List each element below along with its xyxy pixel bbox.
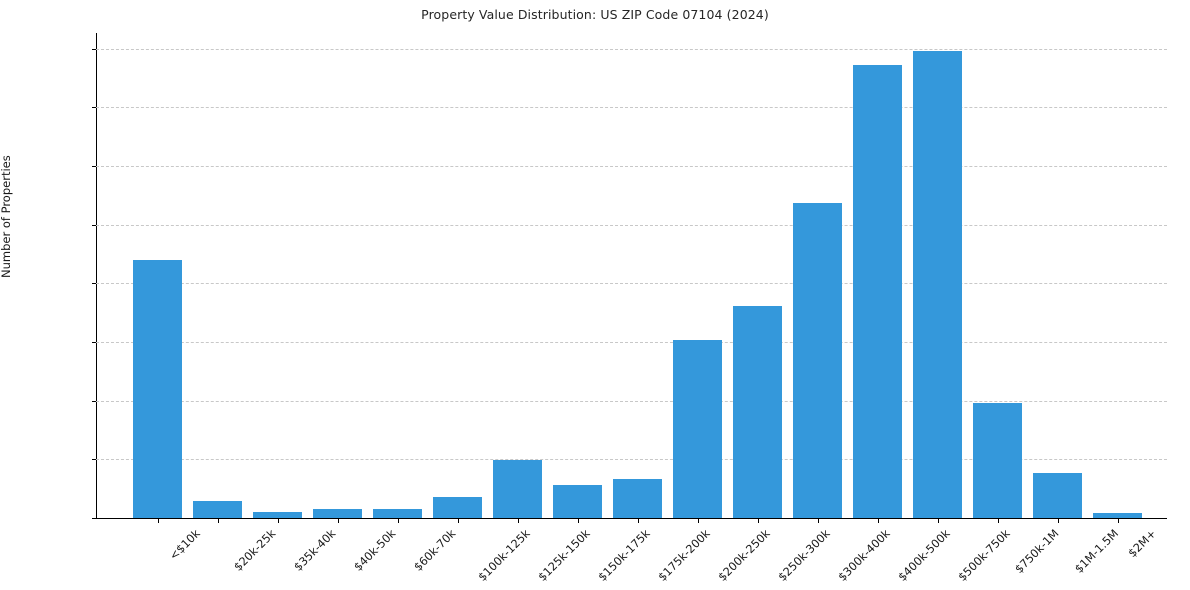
- x-axis-tick-mark: [877, 518, 879, 523]
- bar[interactable]: [553, 484, 603, 518]
- x-axis-tick-label: $400k-500k: [895, 527, 953, 584]
- bar[interactable]: [193, 500, 243, 518]
- x-axis-tick-label: $60k-70k: [411, 527, 459, 574]
- y-axis-tick-mark: [92, 400, 96, 402]
- gridline: [96, 400, 1167, 402]
- x-axis-tick-mark: [397, 518, 399, 523]
- bar[interactable]: [313, 509, 363, 518]
- x-axis-tick-mark: [157, 518, 159, 523]
- y-axis-label: Number of Properties: [0, 155, 13, 278]
- gridline: [96, 48, 1167, 50]
- x-axis-tick-label: $20k-25k: [231, 527, 279, 574]
- bar[interactable]: [433, 496, 483, 518]
- y-axis-tick-mark: [92, 283, 96, 285]
- chart-title: Property Value Distribution: US ZIP Code…: [421, 7, 769, 22]
- gridline: [96, 341, 1167, 343]
- x-axis-tick-label: $35k-40k: [291, 527, 339, 574]
- x-axis-tick-label: $40k-50k: [351, 527, 399, 574]
- x-axis-tick-mark: [277, 518, 279, 523]
- bar[interactable]: [613, 478, 663, 518]
- bar[interactable]: [853, 65, 903, 518]
- x-axis-tick-label: <$10k: [166, 527, 203, 563]
- x-axis-tick-label: $100k-125k: [475, 527, 533, 584]
- x-axis-tick-mark: [997, 518, 999, 523]
- x-axis-tick-label: $150k-175k: [595, 527, 653, 584]
- x-axis-tick-mark: [757, 518, 759, 523]
- x-axis-tick-label: $200k-250k: [715, 527, 773, 584]
- x-axis-tick-mark: [1057, 518, 1059, 523]
- x-axis-tick-mark: [637, 518, 639, 523]
- bar[interactable]: [673, 340, 723, 518]
- bar[interactable]: [133, 259, 183, 518]
- x-axis-tick-mark: [697, 518, 699, 523]
- x-axis-tick-label: $750k-1M: [1012, 527, 1062, 577]
- x-axis-tick-mark: [577, 518, 579, 523]
- x-axis-tick-label: $2M+: [1125, 527, 1159, 560]
- x-axis-tick-mark: [1117, 518, 1119, 523]
- gridline: [96, 107, 1167, 109]
- bar[interactable]: [493, 460, 543, 518]
- bar[interactable]: [253, 511, 303, 518]
- gridline: [96, 224, 1167, 226]
- bar[interactable]: [373, 509, 423, 518]
- x-axis-spine: [96, 518, 1167, 519]
- x-axis-tick-mark: [217, 518, 219, 523]
- x-axis-tick-label: $300k-400k: [835, 527, 893, 584]
- bar[interactable]: [793, 203, 843, 518]
- y-axis-tick-mark: [92, 459, 96, 461]
- x-axis-tick-label: $500k-750k: [955, 527, 1013, 584]
- gridline: [96, 165, 1167, 167]
- plot-area: [96, 33, 1167, 518]
- bar[interactable]: [733, 305, 783, 518]
- y-axis-tick-mark: [92, 518, 96, 519]
- x-axis-tick-label: $1M-1.5M: [1072, 527, 1121, 576]
- bar[interactable]: [973, 403, 1023, 518]
- bar[interactable]: [1093, 512, 1143, 518]
- bar[interactable]: [913, 51, 963, 518]
- gridline: [96, 459, 1167, 461]
- x-axis-tick-mark: [517, 518, 519, 523]
- y-axis-tick-mark: [92, 341, 96, 343]
- x-axis-tick-mark: [457, 518, 459, 523]
- x-axis-tick-mark: [337, 518, 339, 523]
- y-axis-tick-mark: [92, 165, 96, 167]
- y-axis-tick-mark: [92, 48, 96, 50]
- y-axis-spine: [96, 33, 97, 518]
- gridlines: [96, 33, 1167, 518]
- y-axis-tick-mark: [92, 224, 96, 226]
- x-axis-tick-label: $125k-150k: [535, 527, 593, 584]
- bar[interactable]: [1033, 473, 1083, 518]
- x-axis-tick-mark: [937, 518, 939, 523]
- x-axis-tick-label: $175k-200k: [655, 527, 713, 584]
- x-axis-tick-label: $250k-300k: [775, 527, 833, 584]
- gridline: [96, 283, 1167, 285]
- x-axis-tick-mark: [817, 518, 819, 523]
- y-axis-tick-mark: [92, 107, 96, 109]
